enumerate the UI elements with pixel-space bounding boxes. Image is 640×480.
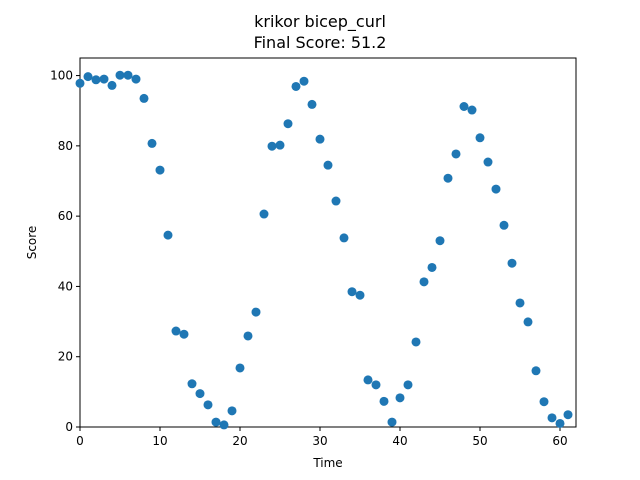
data-point [451,149,461,159]
data-point [387,417,397,427]
data-point [211,417,221,427]
y-axis-label: Score [25,226,39,260]
y-tick-label: 20 [58,350,73,364]
data-point [339,233,349,243]
data-point [459,101,469,111]
data-point [467,105,477,115]
data-point [195,389,205,399]
data-point [371,380,381,390]
data-point [515,298,525,308]
y-tick-label: 100 [50,69,73,83]
data-point [219,420,229,430]
data-point [123,70,133,80]
data-point [555,418,565,428]
data-point [131,74,141,84]
data-point [355,290,365,300]
data-point [427,262,437,272]
data-point [315,134,325,144]
data-point [259,209,269,219]
data-point [139,93,149,103]
x-tick-label: 20 [232,434,247,448]
x-axis-ticks: 0 10 20 30 40 50 60 [76,427,568,448]
data-point [435,236,445,246]
chart-subtitle: Final Score: 51.2 [254,33,387,52]
data-point [147,138,157,148]
data-point [187,379,197,389]
chart-title: krikor bicep_curl [254,12,386,32]
data-point [347,287,357,297]
data-point [379,396,389,406]
x-tick-label: 30 [312,434,327,448]
data-point [171,326,181,336]
data-point [75,78,85,88]
data-point [235,363,245,373]
data-point [83,72,93,82]
data-point [163,230,173,240]
data-point [275,140,285,150]
data-point [331,196,341,206]
data-point [475,133,485,143]
x-axis-label: Time [312,456,342,470]
data-point [491,184,501,194]
data-point [291,81,301,91]
x-tick-label: 0 [76,434,84,448]
data-point [115,70,125,80]
data-point [107,80,117,90]
x-tick-label: 50 [472,434,487,448]
data-point [283,119,293,129]
data-point [299,76,309,86]
data-point [179,329,189,339]
data-point [267,141,277,151]
data-point [243,331,253,341]
data-point [419,277,429,287]
data-point [443,173,453,183]
y-tick-label: 0 [65,420,73,434]
data-point [251,307,261,317]
data-point [91,75,101,85]
data-point [307,99,317,109]
data-point [155,165,165,175]
data-point [227,406,237,416]
data-point [411,337,421,347]
y-tick-label: 80 [58,139,73,153]
data-point [363,375,373,385]
data-point [563,410,573,420]
data-point [483,157,493,167]
x-tick-label: 60 [552,434,567,448]
data-point [403,380,413,390]
data-point [323,160,333,170]
y-axis-ticks: 0 20 40 60 80 100 [50,69,80,434]
data-point [395,393,405,403]
data-points [75,70,573,430]
data-point [547,413,557,423]
data-point [203,400,213,410]
y-tick-label: 40 [58,279,73,293]
plot-frame [79,57,577,428]
data-point [499,220,509,230]
y-tick-label: 60 [58,209,73,223]
data-point [99,74,109,84]
x-tick-label: 10 [152,434,167,448]
data-point [507,258,517,268]
data-point [523,317,533,327]
data-point [531,366,541,376]
x-tick-label: 40 [392,434,407,448]
data-point [539,397,549,407]
